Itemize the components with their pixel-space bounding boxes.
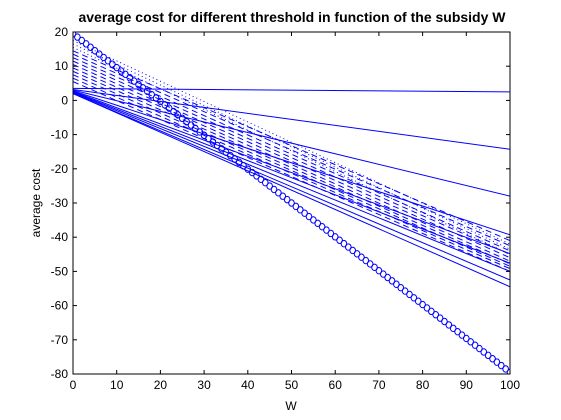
x-tick-label: 70 [372, 378, 386, 392]
dashed-series-line-9 [73, 77, 510, 270]
x-tick-label: 100 [500, 378, 520, 392]
dotted-series-line-2 [73, 43, 510, 250]
dashed-series-line-1 [73, 50, 510, 242]
solid-series-line-9 [73, 93, 510, 288]
dashed-series-line-7 [73, 70, 510, 265]
dashed-series-line-6 [73, 67, 510, 262]
x-tick-label: 30 [197, 378, 211, 392]
y-tick-label: 0 [61, 93, 68, 107]
y-tick-label: -60 [51, 299, 69, 313]
solid-series-line-7 [73, 92, 510, 272]
y-tick-label: 20 [55, 25, 69, 39]
x-tick-label: 90 [460, 378, 474, 392]
solid-series-line-5 [73, 91, 510, 255]
solid-series-line-6 [73, 91, 510, 264]
x-tick-label: 40 [241, 378, 255, 392]
x-tick-label: 20 [154, 378, 168, 392]
solid-series-line-3 [73, 89, 510, 197]
dashed-series-line-3 [73, 57, 510, 252]
y-tick-label: -10 [51, 128, 69, 142]
y-tick-label: -40 [51, 230, 69, 244]
x-tick-label: 0 [70, 378, 77, 392]
y-tick-label: -30 [51, 196, 69, 210]
y-axis-label: average cost [29, 168, 43, 237]
dotted-series-line-3 [73, 46, 510, 255]
dotted-series-line-1 [73, 40, 510, 245]
solid-series-line-2 [73, 88, 510, 150]
y-tick-label: -80 [51, 367, 69, 381]
chart-title: average cost for different threshold in … [78, 9, 506, 25]
solid-series-line-4 [73, 90, 510, 236]
y-tick-label: -50 [51, 264, 69, 278]
x-tick-label: 60 [329, 378, 343, 392]
dashed-series-line-5 [73, 64, 510, 259]
x-axis-label: W [285, 399, 297, 413]
dashed-series-line-2 [73, 53, 510, 247]
x-tick-label: 80 [416, 378, 430, 392]
dashed-series-line-10 [73, 81, 510, 272]
x-tick-label: 50 [285, 378, 299, 392]
circle-marker [506, 368, 510, 374]
y-tick-label: -20 [51, 162, 69, 176]
y-tick-label: -70 [51, 333, 69, 347]
solid-series-line-8 [73, 93, 510, 281]
ticks: 0 10 20 30 40 50 60 70 80 90 10020100-10-20-30-40-… [51, 25, 521, 392]
plot-area [73, 32, 510, 374]
y-tick-label: 10 [55, 59, 69, 73]
x-tick-label: 10 [110, 378, 124, 392]
